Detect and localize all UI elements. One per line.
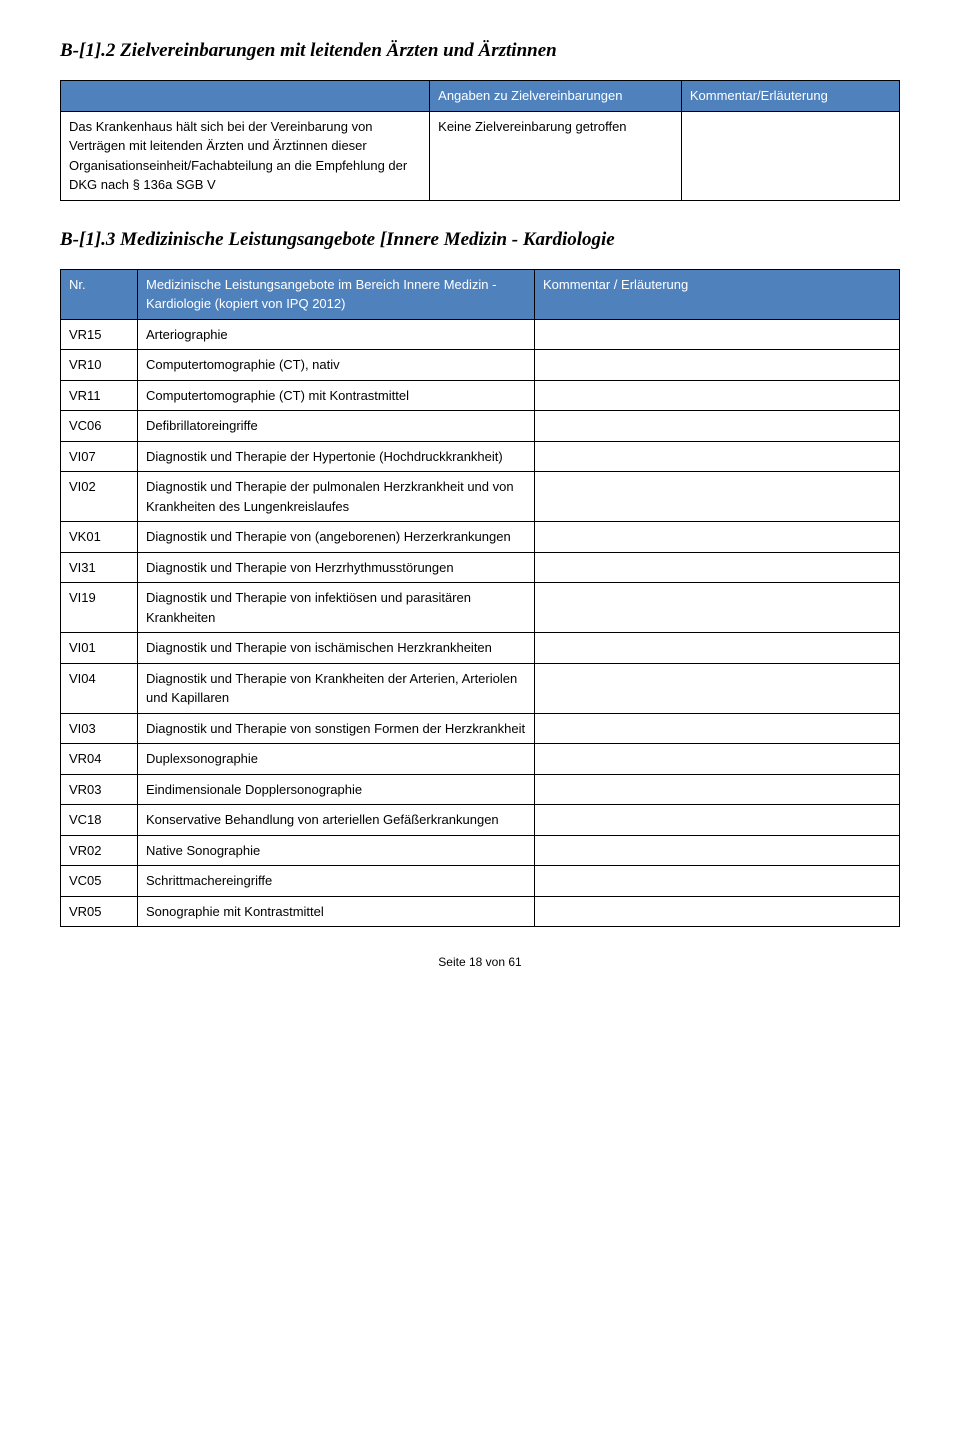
cell-kommentar <box>535 441 900 472</box>
table-row: VC18Konservative Behandlung von arteriel… <box>61 805 900 836</box>
cell-leistung: Computertomographie (CT) mit Kontrastmit… <box>138 380 535 411</box>
cell-leistung: Diagnostik und Therapie von (angeborenen… <box>138 522 535 553</box>
cell-leistung: Diagnostik und Therapie von sonstigen Fo… <box>138 713 535 744</box>
cell-kommentar <box>535 380 900 411</box>
table-row: VR15Arteriographie <box>61 319 900 350</box>
table-row: VR03Eindimensionale Dopplersonographie <box>61 774 900 805</box>
cell-leistung: Arteriographie <box>138 319 535 350</box>
table-row: VR10Computertomographie (CT), nativ <box>61 350 900 381</box>
cell-kommentar <box>535 552 900 583</box>
table-zielvereinbarungen: Angaben zu Zielvereinbarungen Kommentar/… <box>60 80 900 201</box>
section-2-title: B-[1].3 Medizinische Leistungsangebote [… <box>60 229 900 251</box>
cell-code: VR02 <box>61 835 138 866</box>
cell-code: VI01 <box>61 633 138 664</box>
cell-code: VI07 <box>61 441 138 472</box>
cell-code: VR10 <box>61 350 138 381</box>
table-row: VR05Sonographie mit Kontrastmittel <box>61 896 900 927</box>
section-1-title: B-[1].2 Zielvereinbarungen mit leitenden… <box>60 40 900 62</box>
cell-angaben: Keine Zielvereinbarung getroffen <box>430 111 682 200</box>
cell-code: VR04 <box>61 744 138 775</box>
cell-leistung: Computertomographie (CT), nativ <box>138 350 535 381</box>
cell-leistung: Diagnostik und Therapie von Krankheiten … <box>138 663 535 713</box>
table-row: VI31Diagnostik und Therapie von Herzrhyt… <box>61 552 900 583</box>
cell-code: VI02 <box>61 472 138 522</box>
table-row: VC06Defibrillatoreingriffe <box>61 411 900 442</box>
cell-description: Das Krankenhaus hält sich bei der Verein… <box>61 111 430 200</box>
cell-kommentar <box>681 111 899 200</box>
cell-code: VI03 <box>61 713 138 744</box>
cell-code: VC06 <box>61 411 138 442</box>
cell-kommentar <box>535 663 900 713</box>
cell-kommentar <box>535 713 900 744</box>
table-row: VR04Duplexsonographie <box>61 744 900 775</box>
cell-kommentar <box>535 350 900 381</box>
table-row: VR11Computertomographie (CT) mit Kontras… <box>61 380 900 411</box>
cell-kommentar <box>535 633 900 664</box>
cell-leistung: Native Sonographie <box>138 835 535 866</box>
table-row: VI02Diagnostik und Therapie der pulmonal… <box>61 472 900 522</box>
cell-leistung: Diagnostik und Therapie von ischämischen… <box>138 633 535 664</box>
table-row: VR02Native Sonographie <box>61 835 900 866</box>
table-row: Das Krankenhaus hält sich bei der Verein… <box>61 111 900 200</box>
cell-kommentar <box>535 805 900 836</box>
header-col3: Kommentar/Erläuterung <box>681 81 899 112</box>
header-kommentar: Kommentar / Erläuterung <box>535 269 900 319</box>
table-row: VI07Diagnostik und Therapie der Hyperton… <box>61 441 900 472</box>
header-nr: Nr. <box>61 269 138 319</box>
cell-code: VR15 <box>61 319 138 350</box>
cell-leistung: Schrittmachereingriffe <box>138 866 535 897</box>
header-col2: Angaben zu Zielvereinbarungen <box>430 81 682 112</box>
page-footer: Seite 18 von 61 <box>60 955 900 969</box>
cell-kommentar <box>535 744 900 775</box>
cell-leistung: Konservative Behandlung von arteriellen … <box>138 805 535 836</box>
header-empty <box>61 81 430 112</box>
cell-kommentar <box>535 866 900 897</box>
cell-kommentar <box>535 319 900 350</box>
table-row: VI04Diagnostik und Therapie von Krankhei… <box>61 663 900 713</box>
cell-code: VR05 <box>61 896 138 927</box>
cell-leistung: Diagnostik und Therapie der Hypertonie (… <box>138 441 535 472</box>
table-leistungsangebote: Nr. Medizinische Leistungsangebote im Be… <box>60 269 900 928</box>
table-row: VK01Diagnostik und Therapie von (angebor… <box>61 522 900 553</box>
cell-code: VI04 <box>61 663 138 713</box>
table-row: VI19Diagnostik und Therapie von infektiö… <box>61 583 900 633</box>
cell-kommentar <box>535 472 900 522</box>
cell-code: VC05 <box>61 866 138 897</box>
cell-leistung: Diagnostik und Therapie von Herzrhythmus… <box>138 552 535 583</box>
table-header-row: Angaben zu Zielvereinbarungen Kommentar/… <box>61 81 900 112</box>
header-leistung: Medizinische Leistungsangebote im Bereic… <box>138 269 535 319</box>
cell-kommentar <box>535 583 900 633</box>
table-row: VI03Diagnostik und Therapie von sonstige… <box>61 713 900 744</box>
cell-kommentar <box>535 411 900 442</box>
table-row: VC05Schrittmachereingriffe <box>61 866 900 897</box>
cell-leistung: Diagnostik und Therapie von infektiösen … <box>138 583 535 633</box>
cell-code: VR03 <box>61 774 138 805</box>
table-row: VI01Diagnostik und Therapie von ischämis… <box>61 633 900 664</box>
table-header-row: Nr. Medizinische Leistungsangebote im Be… <box>61 269 900 319</box>
cell-code: VI19 <box>61 583 138 633</box>
cell-leistung: Eindimensionale Dopplersonographie <box>138 774 535 805</box>
cell-kommentar <box>535 835 900 866</box>
cell-code: VR11 <box>61 380 138 411</box>
cell-kommentar <box>535 896 900 927</box>
cell-code: VK01 <box>61 522 138 553</box>
cell-leistung: Sonographie mit Kontrastmittel <box>138 896 535 927</box>
cell-kommentar <box>535 522 900 553</box>
cell-code: VI31 <box>61 552 138 583</box>
cell-code: VC18 <box>61 805 138 836</box>
cell-leistung: Defibrillatoreingriffe <box>138 411 535 442</box>
cell-leistung: Diagnostik und Therapie der pulmonalen H… <box>138 472 535 522</box>
cell-kommentar <box>535 774 900 805</box>
cell-leistung: Duplexsonographie <box>138 744 535 775</box>
